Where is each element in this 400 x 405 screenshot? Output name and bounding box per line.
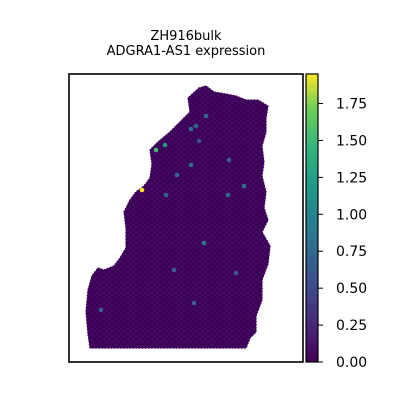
- colorbar-tick-label: 0.25: [336, 318, 367, 334]
- colorbar-ticks: 0.00 0.25 0.50 0.75 1.00 1.25 1.50 1.75: [318, 97, 367, 371]
- expression-point: [153, 147, 159, 153]
- colorbar-tick-label: 1.00: [336, 207, 367, 223]
- colorbar-tick-label: 1.75: [336, 97, 367, 113]
- expression-point: [191, 300, 197, 306]
- expression-point: [188, 126, 194, 132]
- tissue-edge-spots: [85, 85, 271, 349]
- colorbar-tick-label: 0.50: [336, 281, 367, 297]
- expression-point: [98, 307, 104, 313]
- expression-point: [171, 267, 177, 273]
- expression-point: [162, 142, 168, 148]
- expression-point: [241, 183, 247, 189]
- chart-title: ZH916bulk: [150, 29, 222, 44]
- expression-point: [193, 123, 199, 129]
- expression-point: [225, 192, 231, 198]
- colorbar: 0.00 0.25 0.50 0.75 1.00 1.25 1.50 1.75: [305, 73, 367, 371]
- expression-point: [139, 187, 145, 193]
- tissue-spots-background: [85, 85, 271, 349]
- expression-point: [226, 157, 232, 163]
- expression-points: [98, 113, 247, 313]
- plot-frame: [68, 73, 304, 363]
- expression-point: [233, 270, 239, 276]
- expression-point: [163, 192, 169, 198]
- expression-point: [174, 172, 180, 178]
- colorbar-tick-label: 0.00: [336, 355, 367, 371]
- chart-subtitle: ADGRA1-AS1 expression: [107, 44, 266, 59]
- expression-point: [201, 240, 207, 246]
- colorbar-tick-label: 1.25: [336, 170, 367, 186]
- expression-point: [188, 162, 194, 168]
- colorbar-tick-label: 0.75: [336, 244, 367, 260]
- colorbar-tick-label: 1.50: [336, 133, 367, 149]
- plot-area: [68, 73, 304, 363]
- expression-point: [203, 113, 209, 119]
- colorbar-gradient: [305, 73, 319, 363]
- expression-point: [196, 138, 202, 144]
